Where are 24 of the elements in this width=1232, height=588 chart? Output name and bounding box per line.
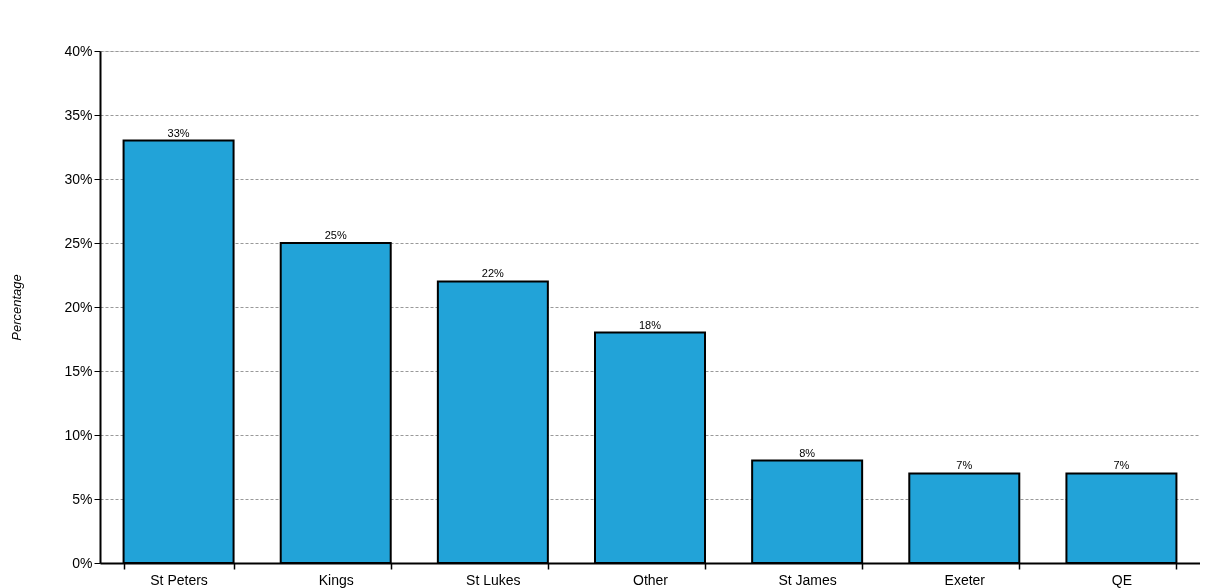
- x-tick-label: QE: [1111, 571, 1133, 588]
- x-tick-label: St James: [778, 571, 837, 588]
- y-tick-label: 20%: [64, 298, 93, 315]
- y-tick-label: 10%: [64, 426, 93, 443]
- y-tick-label: 5%: [72, 490, 93, 507]
- data-label: 33%: [167, 126, 190, 139]
- data-label: 22%: [481, 267, 505, 280]
- y-tick-label: 40%: [64, 42, 93, 59]
- y-axis-title: Percentage: [9, 274, 25, 341]
- y-tick-label: 25%: [64, 234, 93, 251]
- x-tick-label: Exeter: [944, 571, 986, 588]
- data-label: 25%: [324, 229, 347, 241]
- y-tick-label: 35%: [64, 106, 93, 123]
- x-tick-label: St Lukes: [466, 571, 521, 588]
- x-tick-label: Kings: [318, 571, 354, 588]
- data-label: 7%: [956, 459, 973, 472]
- y-tick-label: 30%: [64, 170, 93, 187]
- y-tick-label: 15%: [64, 362, 93, 379]
- x-tick-label: Other: [632, 571, 669, 588]
- data-label: 7%: [1113, 459, 1130, 472]
- y-tick-label: 0%: [72, 554, 93, 571]
- x-tick-label: St Peters: [150, 571, 208, 588]
- data-label: 18%: [638, 318, 662, 331]
- data-label: 8%: [799, 446, 816, 459]
